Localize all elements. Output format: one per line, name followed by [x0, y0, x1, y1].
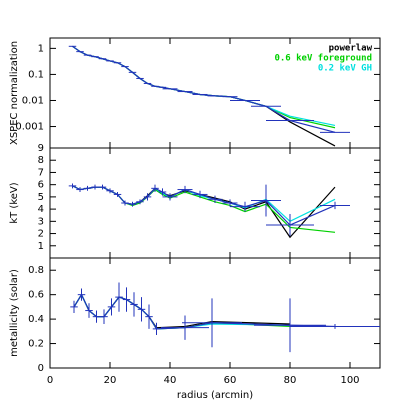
x-tick-label: 100 [340, 375, 359, 386]
x-tick-label: 40 [164, 375, 177, 386]
y-tick-label: 1 [38, 43, 44, 54]
y-tick-label: 0.4 [28, 314, 44, 325]
x-tick-label: 20 [104, 375, 117, 386]
y-tick-label: 8 [38, 155, 44, 166]
x-tick-label: 80 [284, 375, 297, 386]
y-axis-label: kT (keV) [9, 182, 20, 223]
series-line [72, 185, 336, 239]
y-axis-label: metallicity (solar) [9, 269, 20, 357]
legend-entry: powerlaw [329, 44, 373, 54]
x-axis-label: radius (arcmin) [177, 390, 253, 401]
y-tick-label: 0.2 [28, 339, 44, 350]
y-tick-label: 9 [38, 143, 44, 154]
y-tick-label: 0.6 [28, 290, 44, 301]
y-tick-label: 6 [38, 180, 44, 191]
y-tick-label: 3 [38, 216, 44, 227]
y-tick-label: 1 [38, 241, 44, 252]
y-tick-label: 0.8 [28, 265, 44, 276]
x-tick-label: 0 [47, 375, 53, 386]
legend-entry: 0.2 keV GH [318, 64, 372, 74]
y-tick-label: 5 [38, 192, 44, 203]
y-tick-label: 0.001 [15, 122, 44, 133]
series-line [72, 45, 336, 133]
x-tick-label: 60 [224, 375, 237, 386]
y-tick-label: 7 [38, 167, 44, 178]
series-line [73, 293, 336, 330]
y-tick-label: 4 [38, 204, 44, 215]
y-tick-label: 0.01 [22, 95, 44, 106]
y-tick-label: 0 [38, 363, 44, 374]
plot-frame [49, 257, 381, 369]
legend-entry: 0.6 keV foreground [274, 54, 372, 64]
y-tick-label: 0.1 [28, 69, 44, 80]
y-axis-label: XSPEC normalization [9, 41, 20, 145]
y-tick-label: 2 [38, 229, 44, 240]
